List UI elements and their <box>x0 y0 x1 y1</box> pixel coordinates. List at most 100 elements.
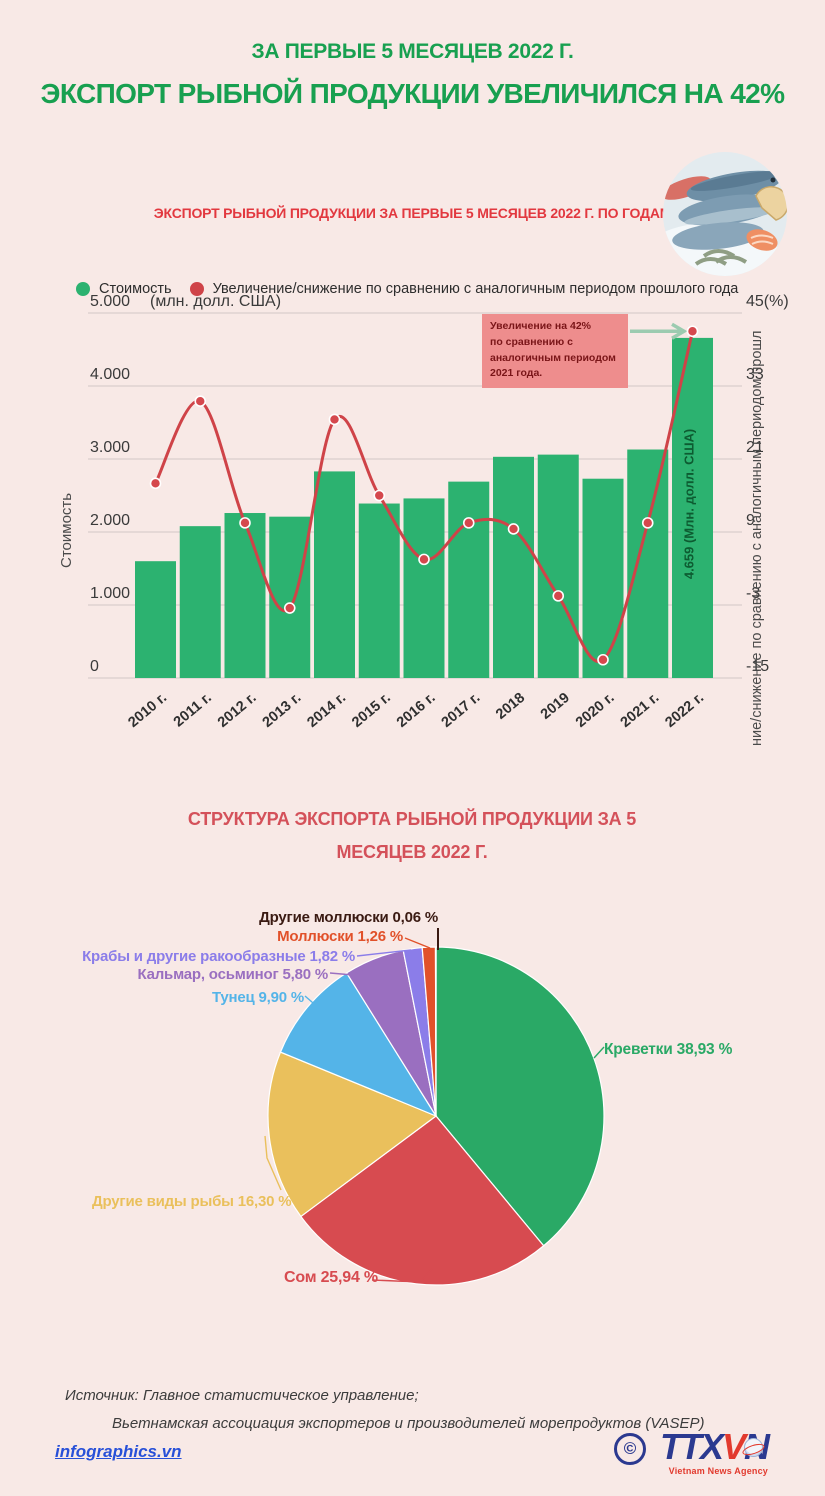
svg-text:(млн. долл. США): (млн. долл. США) <box>150 293 281 310</box>
annotation-line: 2021 года. <box>490 367 543 380</box>
svg-text:4.000: 4.000 <box>90 366 130 383</box>
line-point <box>239 517 251 529</box>
ttxvn-logo: © TTXVN Vietnam News Agency <box>614 1429 770 1477</box>
bar-2010 г. <box>135 561 176 678</box>
logo-v: V <box>722 1426 746 1467</box>
pie-label-shrimp: Креветки 38,93 % <box>604 1041 733 1058</box>
pie-leader-line <box>264 1135 282 1191</box>
x-tick: 2015 г. <box>349 690 394 731</box>
legend-dot-value <box>76 282 90 296</box>
pie-leader-line <box>329 961 378 976</box>
pie-leader-line <box>404 937 431 949</box>
line-point <box>507 523 520 535</box>
bar-2017 г. <box>448 481 490 678</box>
source-line-1: Источник: Главное статистическое управле… <box>65 1387 419 1404</box>
bar-2021 г. <box>627 449 669 678</box>
infographics-link[interactable]: infographics.vn <box>55 1442 182 1461</box>
svg-text:9: 9 <box>746 512 755 529</box>
pie-label-squid-octopus: Кальмар, осьминог 5,80 % <box>137 966 328 983</box>
ttxvn-wordmark: TTXVN <box>660 1429 770 1465</box>
bar-2016 г. <box>403 498 445 678</box>
bar-2019 <box>537 454 579 678</box>
pie-label-catfish: Сом 25,94 % <box>284 1269 378 1286</box>
svg-text:33: 33 <box>746 366 764 383</box>
pie-leader-line <box>593 1046 605 1059</box>
x-tick: 2016 г. <box>394 690 439 731</box>
legend-dot-growth <box>189 282 204 296</box>
pie-slice <box>435 946 605 1247</box>
line-point <box>462 517 475 529</box>
bar-2012 г. <box>224 513 266 678</box>
line-point <box>283 602 296 614</box>
svg-text:-3: -3 <box>746 585 760 602</box>
line-point <box>194 395 207 408</box>
svg-text:5.000: 5.000 <box>90 293 130 310</box>
line-point <box>552 590 565 602</box>
fish-photo <box>663 152 787 276</box>
bar-2022-label: 4.659 (Млн. долл. США) <box>682 429 697 579</box>
annotation-line: аналогичным периодом <box>490 351 616 364</box>
pie-leader-line <box>356 949 412 957</box>
bar-2013 г. <box>269 516 311 678</box>
pie-chart <box>264 928 605 1286</box>
svg-text:0: 0 <box>90 658 99 675</box>
x-tick: 2021 г. <box>618 690 663 731</box>
legend-label-growth: Увеличение/снижение по сравнению с анало… <box>212 281 739 297</box>
svg-text:3.000: 3.000 <box>90 439 130 456</box>
pie-label-crabs: Крабы и другие ракообразные 1,82 % <box>82 948 355 965</box>
svg-text:45(%): 45(%) <box>746 293 789 310</box>
x-tick: 2022 г. <box>662 690 707 731</box>
copyright-icon: © <box>614 1433 646 1465</box>
pie-label-mollusks: Моллюски 1,26 % <box>277 928 403 945</box>
logo-tagline: Vietnam News Agency <box>668 1466 769 1477</box>
source-line-2: Вьетнамская ассоциация экспортеров и про… <box>112 1415 705 1432</box>
pie-slice <box>300 1115 545 1286</box>
svg-text:2.000: 2.000 <box>90 512 130 529</box>
x-tick: 2018 <box>493 690 528 723</box>
growth-annotation: Увеличение на 42% по сравнению с аналоги… <box>482 314 628 388</box>
globe-icon <box>744 1438 763 1457</box>
line-point <box>418 553 430 566</box>
line-point <box>373 489 386 502</box>
pie-slice <box>434 946 437 1117</box>
x-tick: 2013 г. <box>260 690 305 731</box>
page-title: ЭКСПОРТ РЫБНОЙ ПРОДУКЦИИ УВЕЛИЧИЛСЯ НА 4… <box>40 78 786 109</box>
pie-label-other-fish: Другие виды рыбы 16,30 % <box>92 1193 292 1210</box>
pie-chart-title: СТРУКТУРА ЭКСПОРТА РЫБНОЙ ПРОДУКЦИИ ЗА 5… <box>187 809 637 863</box>
bar-2014 г. <box>314 471 355 678</box>
left-axis-title: Стоимость <box>58 492 75 568</box>
logo-ttx: TTX <box>660 1426 724 1467</box>
svg-text:21: 21 <box>746 439 764 456</box>
legend-label-value: Стоимость <box>99 281 172 297</box>
header-kicker: ЗА ПЕРВЫЕ 5 МЕСЯЦЕВ 2022 Г. <box>251 40 574 63</box>
pie-label-tuna: Тунец 9,90 % <box>211 989 304 1006</box>
line-point <box>641 517 654 529</box>
source-note: Источник: Главное статистическое управле… <box>65 1388 705 1431</box>
line-point <box>328 413 341 426</box>
bar-line-chart: 5.000 45(%) 4.000 33 3.000 21 2.000 9 1.000 -3 0 -1… <box>88 293 789 731</box>
x-tick: 2019 <box>538 690 573 723</box>
pie-label-other-mollusks: Другие моллюски 0,06 % <box>259 909 438 926</box>
x-tick: 2011 г. <box>171 690 215 731</box>
pie-leader-line <box>304 995 321 1010</box>
bar-2020 г. <box>582 478 624 678</box>
x-tick: 2014 г. <box>304 690 349 731</box>
bar-2015 г. <box>358 503 400 678</box>
x-tick: 2017 г. <box>439 690 484 731</box>
right-axis-title: ние/снижение по сравнению с аналогичным … <box>749 330 765 746</box>
pie-leader-line <box>371 1267 434 1283</box>
x-tick: 2020 г. <box>573 690 618 731</box>
svg-text:1.000: 1.000 <box>90 585 130 602</box>
line-point <box>686 325 699 338</box>
bar-2018 <box>493 456 534 678</box>
pie-slice <box>267 1051 438 1218</box>
svg-text:-15: -15 <box>746 658 769 675</box>
x-tick: 2010 г. <box>125 690 170 731</box>
chart-legend: Стоимость Увеличение/снижение по сравнен… <box>76 281 747 297</box>
annotation-line: Увеличение на 42% <box>490 320 592 332</box>
x-tick: 2012 г. <box>215 690 260 731</box>
annotation-line: по сравнению с <box>490 335 573 348</box>
bar-chart-caption: ЭКСПОРТ РЫБНОЙ ПРОДУКЦИИ ЗА ПЕРВЫЕ 5 МЕС… <box>153 205 672 221</box>
line-point <box>597 653 609 666</box>
